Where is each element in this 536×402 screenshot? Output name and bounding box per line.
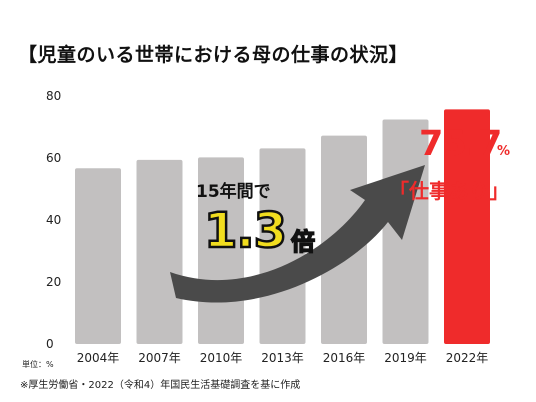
bar <box>259 148 306 344</box>
x-axis: 2004年 2007年 2010年 2013年 2016年 2019年 2022年 <box>77 351 489 365</box>
x-tick-label: 2010年 <box>200 351 243 365</box>
bar <box>75 168 121 344</box>
y-tick-label: 40 <box>46 213 61 227</box>
x-tick-label: 2004年 <box>77 351 120 365</box>
unit-note: 単位：% <box>22 360 54 369</box>
growth-period-label: 15年間で <box>196 182 271 202</box>
y-tick-label: 20 <box>46 275 61 289</box>
y-tick-label: 60 <box>46 151 61 165</box>
source-note: ※厚生労働省・2022（令和4）年国民生活基礎調査を基に作成 <box>20 380 301 391</box>
x-tick-label: 2019年 <box>384 351 427 365</box>
highlight-bar <box>444 109 490 344</box>
highlight-unit: % <box>497 144 511 159</box>
x-tick-label: 2022年 <box>446 351 489 365</box>
y-axis: 0 20 40 60 80 <box>46 89 61 351</box>
growth-multiplier-value: 1.3 <box>203 202 289 261</box>
x-tick-label: 2016年 <box>323 351 366 365</box>
chart-title: 【児童のいる世帯における母の仕事の状況】 <box>18 44 409 66</box>
x-tick-label: 2007年 <box>138 351 181 365</box>
growth-multiplier-unit: 倍 <box>290 227 316 257</box>
highlight-value: 75.7 <box>419 124 502 164</box>
bar <box>136 159 183 344</box>
y-tick-label: 80 <box>46 89 61 103</box>
growth-arrow <box>170 165 425 303</box>
highlight-label: 「仕事あり」 <box>389 179 509 203</box>
y-tick-label: 0 <box>46 337 54 351</box>
x-tick-label: 2013年 <box>261 351 304 365</box>
